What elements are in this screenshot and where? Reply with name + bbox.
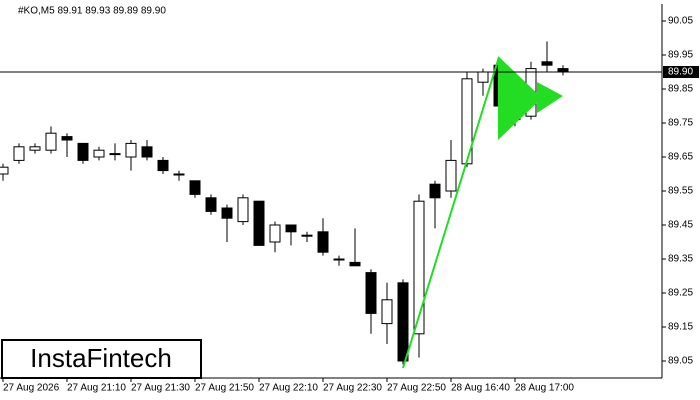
- x-tick-label: 27 Aug 2026: [3, 383, 60, 394]
- y-tick-label: 89.25: [668, 288, 693, 299]
- candle-body: [237, 197, 249, 223]
- x-tick-label: 27 Aug 21:30: [131, 383, 190, 394]
- candle-body: [173, 173, 185, 176]
- y-tick-label: 90.05: [668, 16, 693, 27]
- x-tick-label: 27 Aug 21:10: [67, 383, 126, 394]
- candle-body: [397, 282, 409, 362]
- candle-body: [221, 207, 233, 219]
- logo-box: [1, 339, 202, 379]
- y-tick-label: 89.95: [668, 50, 693, 61]
- candle-body: [125, 142, 137, 158]
- candle-body: [189, 180, 201, 195]
- candle-body: [381, 299, 393, 325]
- candle-body: [13, 146, 25, 161]
- current-price-box: [663, 66, 699, 78]
- candle-body: [93, 149, 105, 158]
- chart-title: #KO,M5 89.91 89.93 89.89 89.90: [18, 6, 166, 17]
- y-tick-label: 89.75: [668, 118, 693, 129]
- y-tick-label: 89.15: [668, 322, 693, 333]
- current-price-label: 89.90: [668, 67, 693, 78]
- candle-body: [413, 200, 425, 335]
- x-tick-label: 27 Aug 22:50: [387, 383, 446, 394]
- candle-body: [477, 71, 489, 83]
- candle-body: [45, 132, 57, 151]
- candle-body: [29, 146, 41, 151]
- pennant-flag: [498, 56, 542, 140]
- candle-body: [253, 200, 265, 246]
- y-tick-label: 89.85: [668, 84, 693, 95]
- candle-body: [157, 159, 169, 172]
- y-tick-label: 89.05: [668, 356, 693, 367]
- candle-body: [61, 136, 73, 141]
- candle-body: [285, 224, 297, 233]
- logo: InstaFintech: [30, 343, 172, 373]
- x-tick-label: 27 Aug 22:30: [323, 383, 382, 394]
- y-tick-label: 89.55: [668, 186, 693, 197]
- candle-body: [205, 197, 217, 212]
- candle-body: [317, 231, 329, 253]
- candle-body: [77, 142, 89, 161]
- candle-body: [445, 159, 457, 192]
- candle-body: [557, 68, 569, 73]
- candle-body: [349, 261, 361, 267]
- x-tick-label: 27 Aug 21:50: [195, 383, 254, 394]
- candle-body: [541, 61, 553, 66]
- candle-body: [141, 146, 153, 158]
- y-tick-label: 89.65: [668, 152, 693, 163]
- candle-body: [429, 183, 441, 199]
- plot-area: [0, 41, 569, 365]
- candle-body: [269, 224, 281, 243]
- y-tick-label: 89.45: [668, 220, 693, 231]
- candle-body: [0, 166, 9, 175]
- x-tick-label: 28 Aug 16:40: [451, 383, 510, 394]
- candle-body: [301, 234, 313, 237]
- candle-body: [333, 258, 345, 261]
- x-tick-label: 28 Aug 17:00: [515, 383, 574, 394]
- x-tick-label: 27 Aug 22:10: [259, 383, 318, 394]
- candle-body: [109, 153, 121, 156]
- pennant-arrow: [537, 82, 563, 113]
- y-tick-label: 89.35: [668, 254, 693, 265]
- pennant-pole: [402, 56, 500, 369]
- candle-body: [365, 272, 377, 314]
